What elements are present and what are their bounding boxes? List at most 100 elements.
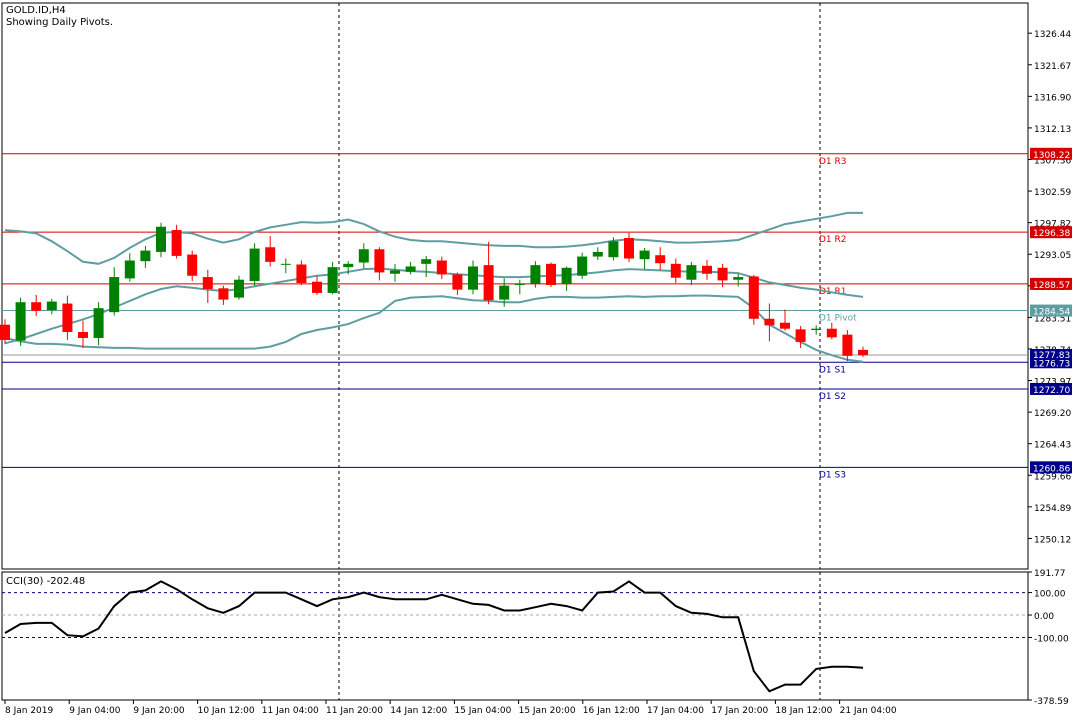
time-axis-label: 15 Jan 04:00 <box>454 706 511 716</box>
pivot-value-label: 1308.22 <box>1033 151 1070 161</box>
chart-subtitle: Showing Daily Pivots. <box>6 17 113 28</box>
candle-body <box>109 277 120 313</box>
time-axis-label: 16 Jan 12:00 <box>583 706 640 716</box>
candle-body <box>826 328 837 338</box>
candle-body <box>234 279 244 298</box>
candle-body <box>218 288 229 300</box>
time-axis-label: 14 Jan 12:00 <box>390 706 447 716</box>
candle-body <box>31 302 42 311</box>
candle-body <box>187 254 198 276</box>
candle-body <box>858 349 868 356</box>
time-axis-label: 15 Jan 20:00 <box>519 706 576 716</box>
candle-body <box>171 230 182 256</box>
cci-label: CCI(30) -202.48 <box>6 576 85 587</box>
pivot-value-label: 1296.38 <box>1033 229 1070 239</box>
bollinger-lower-band <box>4 294 864 363</box>
cci-tick-label: 191.77 <box>1034 569 1066 579</box>
pivot-value-label: 1260.86 <box>1033 464 1070 474</box>
candle-body <box>748 276 759 319</box>
current-price-label: 1277.83 <box>1033 351 1070 361</box>
candle-body <box>780 322 790 329</box>
candle-body <box>249 248 260 282</box>
price-tick-label: 1283.51 <box>1034 314 1071 324</box>
price-tick-label: 1254.89 <box>1034 504 1071 514</box>
candle-body <box>546 263 556 286</box>
price-tick-label: 1264.43 <box>1034 441 1071 451</box>
candle-body <box>686 265 697 280</box>
time-axis-label: 11 Jan 04:00 <box>262 706 319 716</box>
price-tick-label: 1273.97 <box>1034 378 1071 388</box>
pivot-value-label: 1276.73 <box>1033 359 1070 369</box>
cci-tick-label: -100.00 <box>1034 634 1069 644</box>
candle-body <box>764 318 775 326</box>
cci-tick-label: 0.00 <box>1034 612 1054 622</box>
price-tick-label: 1316.90 <box>1034 93 1071 103</box>
candle-body <box>452 274 463 290</box>
pivot-value-box <box>1030 147 1072 160</box>
price-tick-label: 1321.67 <box>1034 62 1071 72</box>
candle-body <box>62 303 73 333</box>
candle-body <box>156 226 166 252</box>
cci-pane-frame <box>1 571 1029 701</box>
price-pane-frame <box>1 2 1029 570</box>
candle-body <box>561 267 572 284</box>
pivot-value-box <box>1030 277 1072 290</box>
current-price-box <box>1030 348 1072 360</box>
candle-body <box>15 302 26 341</box>
time-axis-label: 18 Jan 12:00 <box>775 706 832 716</box>
time-axis-label: 17 Jan 04:00 <box>647 706 704 716</box>
candle-body <box>592 251 603 257</box>
pivot-name-label: D1 S3 <box>819 470 846 480</box>
candle-body <box>530 265 541 284</box>
candle-body <box>390 270 400 274</box>
price-tick-label: 1326.44 <box>1034 30 1071 40</box>
time-axis-label: 17 Jan 20:00 <box>711 706 768 716</box>
price-tick-label: 1307.36 <box>1034 156 1071 166</box>
candle-body <box>702 265 712 274</box>
candle-body <box>296 264 307 284</box>
candle-body <box>436 260 447 275</box>
pivot-name-label: D1 R2 <box>819 235 847 245</box>
time-axis-label: 21 Jan 04:00 <box>840 706 897 716</box>
pivot-value-box <box>1030 226 1072 239</box>
time-axis-label: 11 Jan 20:00 <box>326 706 383 716</box>
candle-body <box>78 332 88 338</box>
time-axis-label: 9 Jan 04:00 <box>69 706 121 716</box>
price-tick-label: 1297.82 <box>1034 220 1071 230</box>
pivot-name-label: D1 S2 <box>819 392 846 402</box>
candle-body <box>483 265 494 301</box>
candle-body <box>577 256 588 276</box>
candle-body <box>499 285 510 300</box>
candle-body <box>811 328 822 331</box>
candle-body <box>639 250 650 260</box>
pivot-name-label: D1 R3 <box>819 157 847 167</box>
candle-body <box>624 238 634 259</box>
bollinger-upper-band <box>4 211 863 265</box>
candle-body <box>343 263 354 268</box>
candle-body <box>374 249 385 273</box>
candle-body <box>124 260 135 279</box>
candle-body <box>358 249 369 263</box>
price-tick-label: 1259.66 <box>1034 472 1071 482</box>
chart-symbol-label: GOLD.ID,H4 <box>6 5 66 16</box>
candle-body <box>468 266 478 290</box>
candle-body <box>733 277 744 280</box>
cci-line <box>4 580 864 693</box>
pivot-value-label: 1284.54 <box>1033 308 1070 318</box>
pivot-value-box <box>1030 304 1072 317</box>
price-tick-label: 1293.05 <box>1034 251 1071 261</box>
pivot-value-label: 1288.57 <box>1033 281 1070 291</box>
pivot-value-box <box>1030 461 1072 474</box>
price-tick-label: 1312.13 <box>1034 125 1071 135</box>
cci-tick-label: -378.59 <box>1034 697 1069 707</box>
time-axis-label: 9 Jan 20:00 <box>133 706 185 716</box>
candle-body <box>655 255 666 264</box>
candle-body <box>265 247 276 262</box>
price-tick-label: 1250.12 <box>1034 535 1071 545</box>
pivot-value-box <box>1030 382 1072 395</box>
time-axis-label: 8 Jan 2019 <box>5 706 53 716</box>
cci-tick-label: 100.00 <box>1034 590 1066 600</box>
candle-body <box>670 263 681 278</box>
